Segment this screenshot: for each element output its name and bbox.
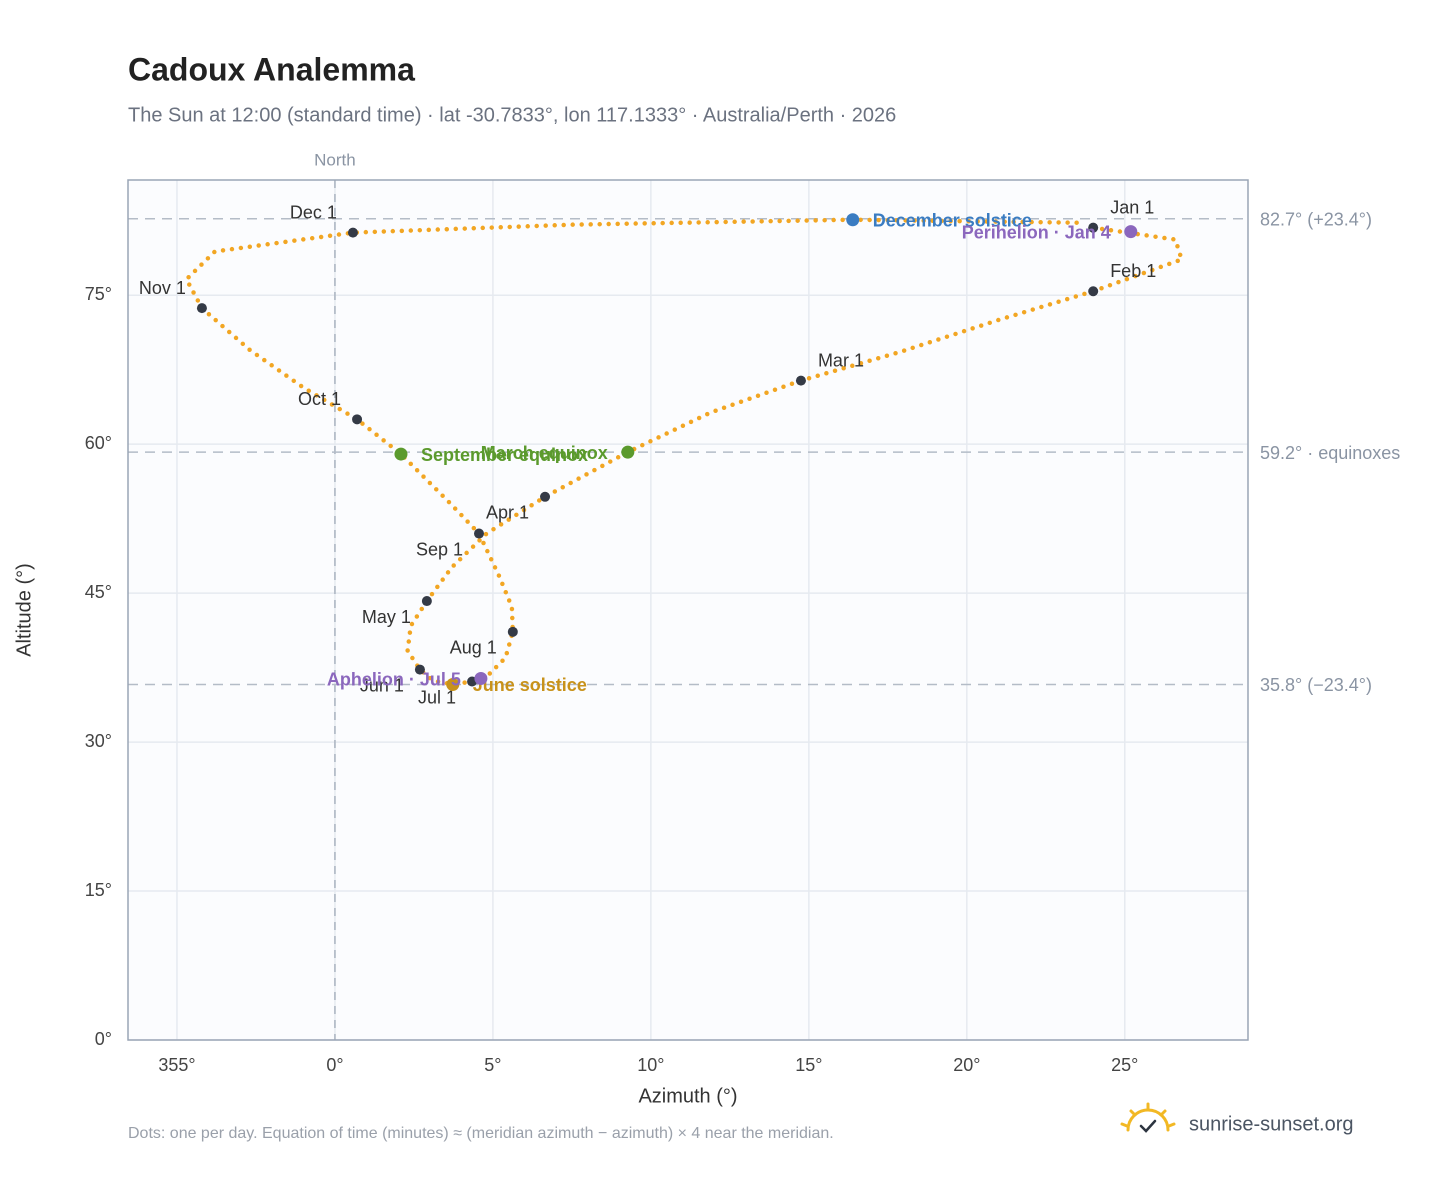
month-marker	[414, 664, 425, 675]
month-marker	[474, 528, 485, 539]
month-label: Jan 1	[1110, 197, 1154, 217]
y-tick-label: 60°	[85, 433, 112, 453]
month-label: Sep 1	[416, 539, 463, 559]
month-marker	[507, 626, 518, 637]
x-tick-label: 355°	[158, 1055, 195, 1075]
x-tick-label: 5°	[484, 1055, 501, 1075]
month-label: Dec 1	[290, 202, 337, 222]
chart-subtitle: The Sun at 12:00 (standard time) · lat -…	[128, 104, 896, 126]
event-label: Aphelion · Jul 5	[327, 669, 461, 689]
y-tick-label: 30°	[85, 731, 112, 751]
x-tick-label: 25°	[1111, 1055, 1138, 1075]
reference-label: 82.7° (+23.4°)	[1260, 209, 1372, 229]
month-label: Oct 1	[298, 389, 341, 409]
event-marker	[621, 445, 635, 459]
plot-frame	[127, 179, 1249, 1041]
x-tick-label: 20°	[953, 1055, 980, 1075]
brand-name: sunrise-sunset.org	[1189, 1113, 1354, 1135]
reference-label: 35.8° (−23.4°)	[1260, 675, 1372, 695]
month-marker	[196, 303, 207, 314]
month-marker	[347, 227, 358, 238]
plot-area	[128, 180, 1248, 1040]
event-label: September equinox	[421, 445, 588, 465]
x-axis-title: Azimuth (°)	[638, 1085, 737, 1107]
event-marker	[394, 447, 408, 461]
event-label: June solstice	[473, 675, 587, 695]
event-marker	[846, 213, 860, 227]
y-tick-label: 0°	[95, 1029, 112, 1049]
month-marker	[540, 491, 551, 502]
month-marker	[421, 596, 432, 607]
month-label: May 1	[362, 607, 411, 627]
month-label: Feb 1	[1110, 261, 1156, 281]
event-marker	[446, 677, 460, 691]
y-tick-label: 15°	[85, 880, 112, 900]
x-tick-label: 0°	[326, 1055, 343, 1075]
north-label: North	[314, 150, 356, 169]
month-label: Aug 1	[450, 638, 497, 658]
chart-title: Cadoux Analemma	[128, 51, 415, 87]
plot-layer: Jan 1 Feb 1 Mar 1 Apr 1 May 1 Jun 1 Jul 1 Aug 1…	[128, 180, 1248, 1041]
event-label: December solstice	[873, 210, 1032, 230]
brand-logo	[1120, 1102, 1176, 1133]
event-marker	[1124, 225, 1138, 239]
x-tick-label: 15°	[795, 1055, 822, 1075]
event-label: March equinox	[481, 443, 608, 463]
x-tick-label: 10°	[637, 1055, 664, 1075]
footnote: Dots: one per day. Equation of time (min…	[128, 1125, 834, 1142]
month-label: Jun 1	[360, 675, 404, 695]
y-tick-label: 75°	[85, 284, 112, 304]
month-label: Mar 1	[818, 350, 864, 370]
y-axis-title: Altitude (°)	[13, 563, 35, 657]
y-tick-label: 45°	[85, 582, 112, 602]
reference-label: 59.2° · equinoxes	[1260, 443, 1400, 463]
month-label: Apr 1	[486, 503, 529, 523]
month-marker	[795, 375, 806, 386]
month-marker	[1088, 286, 1099, 297]
month-marker	[352, 414, 363, 425]
event-marker	[474, 672, 488, 686]
month-marker	[1088, 222, 1099, 233]
month-label: Nov 1	[139, 278, 186, 298]
event-label: Perihelion · Jan 4	[962, 222, 1111, 242]
month-label: Jul 1	[418, 687, 456, 707]
